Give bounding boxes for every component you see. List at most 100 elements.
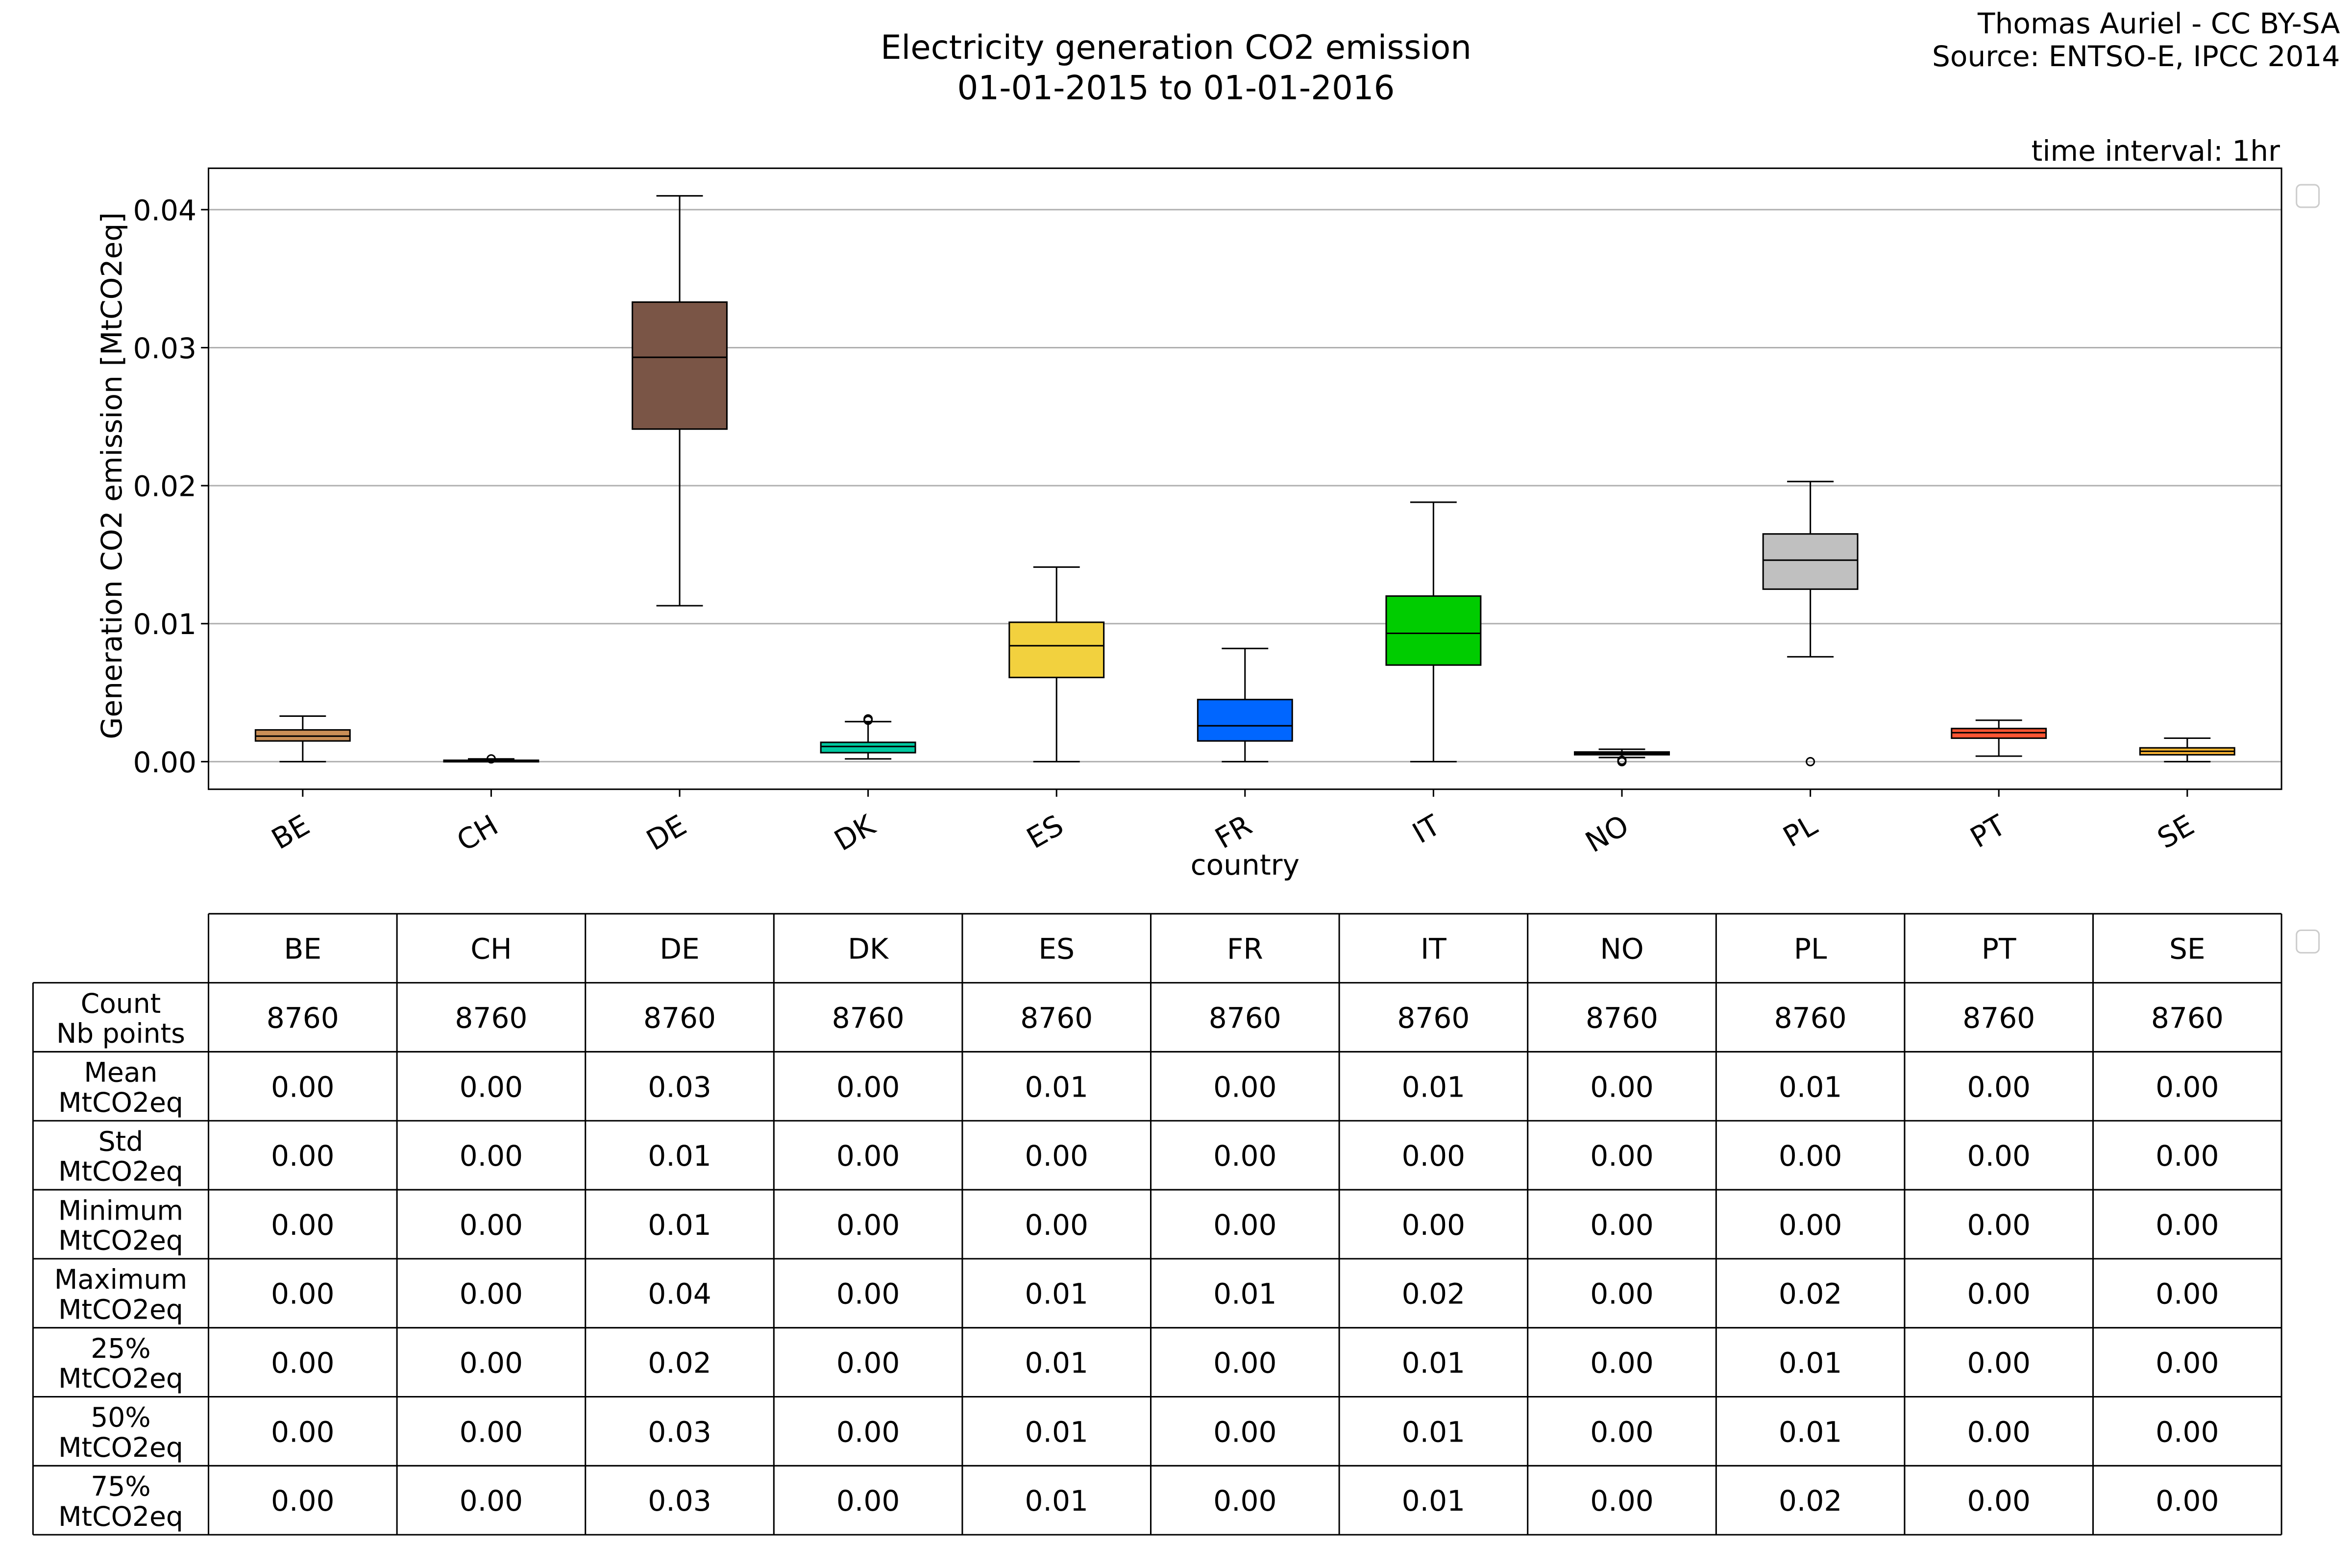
- table-cell: 0.03: [648, 1070, 711, 1103]
- table-cell: 8760: [1586, 1001, 1658, 1034]
- table-cell: 0.00: [2156, 1070, 2219, 1103]
- box-pt: [1951, 719, 2047, 757]
- table-cell: 0.00: [1590, 1415, 1654, 1448]
- table-cell: 0.01: [1025, 1415, 1088, 1448]
- table-cell: 0.00: [460, 1484, 523, 1518]
- table-cell: 0.00: [836, 1208, 900, 1242]
- table-column-header: BE: [284, 932, 321, 966]
- y-tick-label: 0.04: [133, 194, 197, 227]
- table-cell: 0.00: [2156, 1347, 2219, 1380]
- table-row-label: Maximum: [54, 1264, 187, 1295]
- chart-title-line1: Electricity generation CO2 emission: [881, 28, 1471, 67]
- chart-title-line2: 01-01-2015 to 01-01-2016: [957, 69, 1395, 107]
- box-iqr: [1008, 621, 1105, 679]
- legend-checkbox-table[interactable]: [2296, 929, 2320, 954]
- box-de: [632, 195, 728, 607]
- table-cell: 0.00: [271, 1070, 335, 1103]
- y-tick-label: 0.01: [133, 608, 197, 641]
- table-cell: 0.03: [648, 1415, 711, 1448]
- box-iqr: [632, 301, 728, 430]
- table-column-header: CH: [470, 932, 512, 966]
- table-cell: 0.00: [1402, 1208, 1466, 1242]
- legend-checkbox-chart[interactable]: [2296, 184, 2320, 208]
- table-column-header: SE: [2169, 932, 2205, 966]
- table-cell: 0.00: [271, 1277, 335, 1311]
- table-column-header: DE: [660, 932, 700, 966]
- table-column-header: IT: [1421, 932, 1446, 966]
- table-cell: 0.00: [460, 1347, 523, 1380]
- table-cell: 8760: [455, 1001, 527, 1034]
- x-axis-label: country: [1191, 848, 1299, 882]
- box-iqr: [1385, 595, 1482, 666]
- credit-line1: Thomas Auriel - CC BY-SA: [1977, 7, 2340, 40]
- table-cell: 0.00: [1213, 1208, 1277, 1242]
- x-tick-label: CH: [451, 808, 504, 858]
- table-cell: 0.00: [271, 1347, 335, 1380]
- box-se: [2139, 737, 2235, 762]
- table-cell: 0.00: [2156, 1277, 2219, 1311]
- y-tick-label: 0.00: [133, 746, 197, 779]
- box-dk: [820, 714, 916, 760]
- table-cell: 8760: [832, 1001, 905, 1034]
- table-cell: 0.00: [1213, 1415, 1277, 1448]
- table-row-unit: MtCO2eq: [58, 1225, 183, 1256]
- y-axis-label: Generation CO2 emission [MtCO2eq]: [95, 212, 128, 739]
- box-iqr: [1762, 533, 1859, 590]
- time-interval-label: time interval: 1hr: [2032, 134, 2280, 168]
- box-be: [254, 715, 351, 762]
- box-iqr: [820, 741, 916, 754]
- y-tick-label: 0.02: [133, 470, 197, 503]
- table-cell: 0.00: [1590, 1208, 1654, 1242]
- table-cell: 0.04: [648, 1277, 711, 1311]
- table-cell: 0.00: [1590, 1277, 1654, 1311]
- table-cell: 0.00: [1967, 1208, 2031, 1242]
- table-cell: 0.00: [2156, 1139, 2219, 1173]
- table-column-header: FR: [1227, 932, 1263, 966]
- table-cell: 0.00: [1213, 1484, 1277, 1518]
- table-cell: 0.01: [1402, 1484, 1466, 1518]
- box-iqr: [1197, 699, 1293, 742]
- table-row-label: Mean: [84, 1057, 157, 1088]
- table-cell: 0.02: [1402, 1277, 1466, 1311]
- table-cell: 0.00: [1590, 1484, 1654, 1518]
- x-tick-label: PT: [1964, 808, 2011, 854]
- table-column-header: NO: [1600, 932, 1643, 966]
- x-tick-label: SE: [2152, 808, 2200, 856]
- x-tick-label: DE: [641, 808, 692, 858]
- table-cell: 0.00: [460, 1277, 523, 1311]
- table-row-unit: MtCO2eq: [58, 1501, 183, 1532]
- table-cell: 0.01: [1025, 1070, 1088, 1103]
- table-cell: 0.00: [1779, 1208, 1842, 1242]
- table-row-label: 50%: [91, 1402, 150, 1433]
- table-cell: 0.02: [1779, 1484, 1842, 1518]
- x-tick-label: ES: [1021, 808, 1069, 856]
- table-cell: 0.00: [1967, 1277, 2031, 1311]
- table-row-unit: MtCO2eq: [58, 1087, 183, 1118]
- table-cell: 0.01: [1402, 1347, 1466, 1380]
- table-cell: 0.00: [1779, 1139, 1842, 1173]
- box-pl: [1762, 481, 1859, 766]
- table-row-label: Minimum: [58, 1195, 183, 1226]
- table-cell: 8760: [1209, 1001, 1281, 1034]
- table-cell: 0.00: [1213, 1139, 1277, 1173]
- box-ch: [443, 754, 539, 764]
- table-cell: 0.01: [1025, 1484, 1088, 1518]
- table-cell: 0.00: [271, 1208, 335, 1242]
- table-cell: 8760: [2151, 1001, 2224, 1034]
- table-cell: 8760: [1397, 1001, 1470, 1034]
- table-row-unit: MtCO2eq: [58, 1156, 183, 1187]
- table-cell: 0.01: [1402, 1415, 1466, 1448]
- table-row-label: Std: [98, 1126, 144, 1157]
- table-cell: 0.00: [2156, 1484, 2219, 1518]
- table-row-unit: MtCO2eq: [58, 1294, 183, 1325]
- table-cell: 0.00: [836, 1070, 900, 1103]
- table-cell: 0.00: [1967, 1484, 2031, 1518]
- table-row-unit: MtCO2eq: [58, 1432, 183, 1463]
- table-cell: 0.01: [1779, 1070, 1842, 1103]
- table-column-header: ES: [1038, 932, 1075, 966]
- x-tick-label: DK: [829, 808, 881, 858]
- table-cell: 0.00: [460, 1070, 523, 1103]
